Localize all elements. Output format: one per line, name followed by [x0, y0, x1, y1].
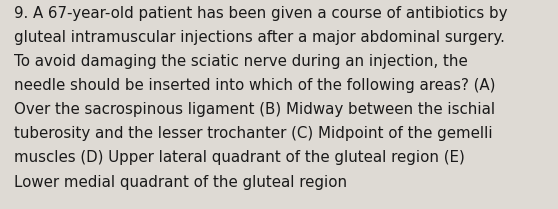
Text: muscles (D) Upper lateral quadrant of the gluteal region (E): muscles (D) Upper lateral quadrant of th… [14, 150, 465, 166]
Text: gluteal intramuscular injections after a major abdominal surgery.: gluteal intramuscular injections after a… [14, 30, 505, 45]
Text: needle should be inserted into which of the following areas? (A): needle should be inserted into which of … [14, 78, 496, 93]
Text: Lower medial quadrant of the gluteal region: Lower medial quadrant of the gluteal reg… [14, 175, 347, 190]
Text: Over the sacrospinous ligament (B) Midway between the ischial: Over the sacrospinous ligament (B) Midwa… [14, 102, 495, 117]
Text: tuberosity and the lesser trochanter (C) Midpoint of the gemelli: tuberosity and the lesser trochanter (C)… [14, 126, 493, 141]
Text: 9. A 67-year-old patient has been given a course of antibiotics by: 9. A 67-year-old patient has been given … [14, 6, 507, 21]
Text: To avoid damaging the sciatic nerve during an injection, the: To avoid damaging the sciatic nerve duri… [14, 54, 468, 69]
